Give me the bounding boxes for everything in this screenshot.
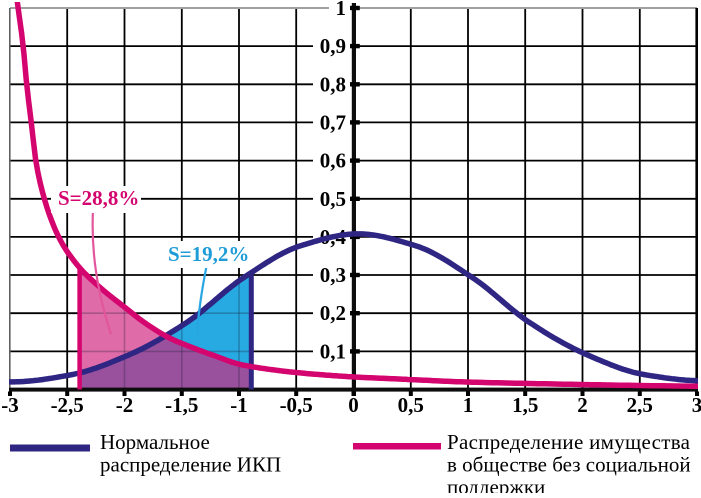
svg-text:0,3: 0,3 (320, 263, 346, 287)
svg-text:2: 2 (577, 393, 588, 417)
svg-text:Распределение имущества: Распределение имущества (447, 430, 691, 454)
svg-text:Нормальное: Нормальное (100, 430, 210, 454)
svg-text:0,7: 0,7 (320, 110, 346, 134)
svg-text:-0,5: -0,5 (280, 393, 313, 417)
svg-text:0,6: 0,6 (320, 149, 346, 173)
svg-text:в обществе без социальной: в обществе без социальной (447, 453, 691, 477)
svg-text:1,5: 1,5 (512, 393, 538, 417)
svg-text:-2: -2 (116, 393, 134, 417)
svg-text:0,9: 0,9 (320, 34, 346, 58)
svg-text:2,5: 2,5 (627, 393, 653, 417)
svg-text:0,2: 0,2 (320, 301, 346, 325)
svg-text:S=28,8%: S=28,8% (58, 186, 139, 210)
svg-text:-1,5: -1,5 (165, 393, 198, 417)
svg-text:1: 1 (463, 393, 474, 417)
svg-text:3: 3 (692, 393, 701, 417)
svg-text:0,5: 0,5 (320, 187, 346, 211)
svg-text:1: 1 (336, 0, 347, 20)
svg-text:0,5: 0,5 (398, 393, 424, 417)
svg-text:0: 0 (348, 393, 359, 417)
svg-text:поддержки: поддержки (447, 475, 545, 493)
svg-text:S=19,2%: S=19,2% (168, 242, 249, 266)
svg-text:распределение ИКП: распределение ИКП (100, 453, 281, 477)
svg-text:-2,5: -2,5 (51, 393, 84, 417)
svg-text:0,1: 0,1 (320, 339, 346, 363)
svg-text:-1: -1 (230, 393, 248, 417)
svg-text:0,8: 0,8 (320, 72, 346, 96)
svg-text:-3: -3 (1, 393, 19, 417)
